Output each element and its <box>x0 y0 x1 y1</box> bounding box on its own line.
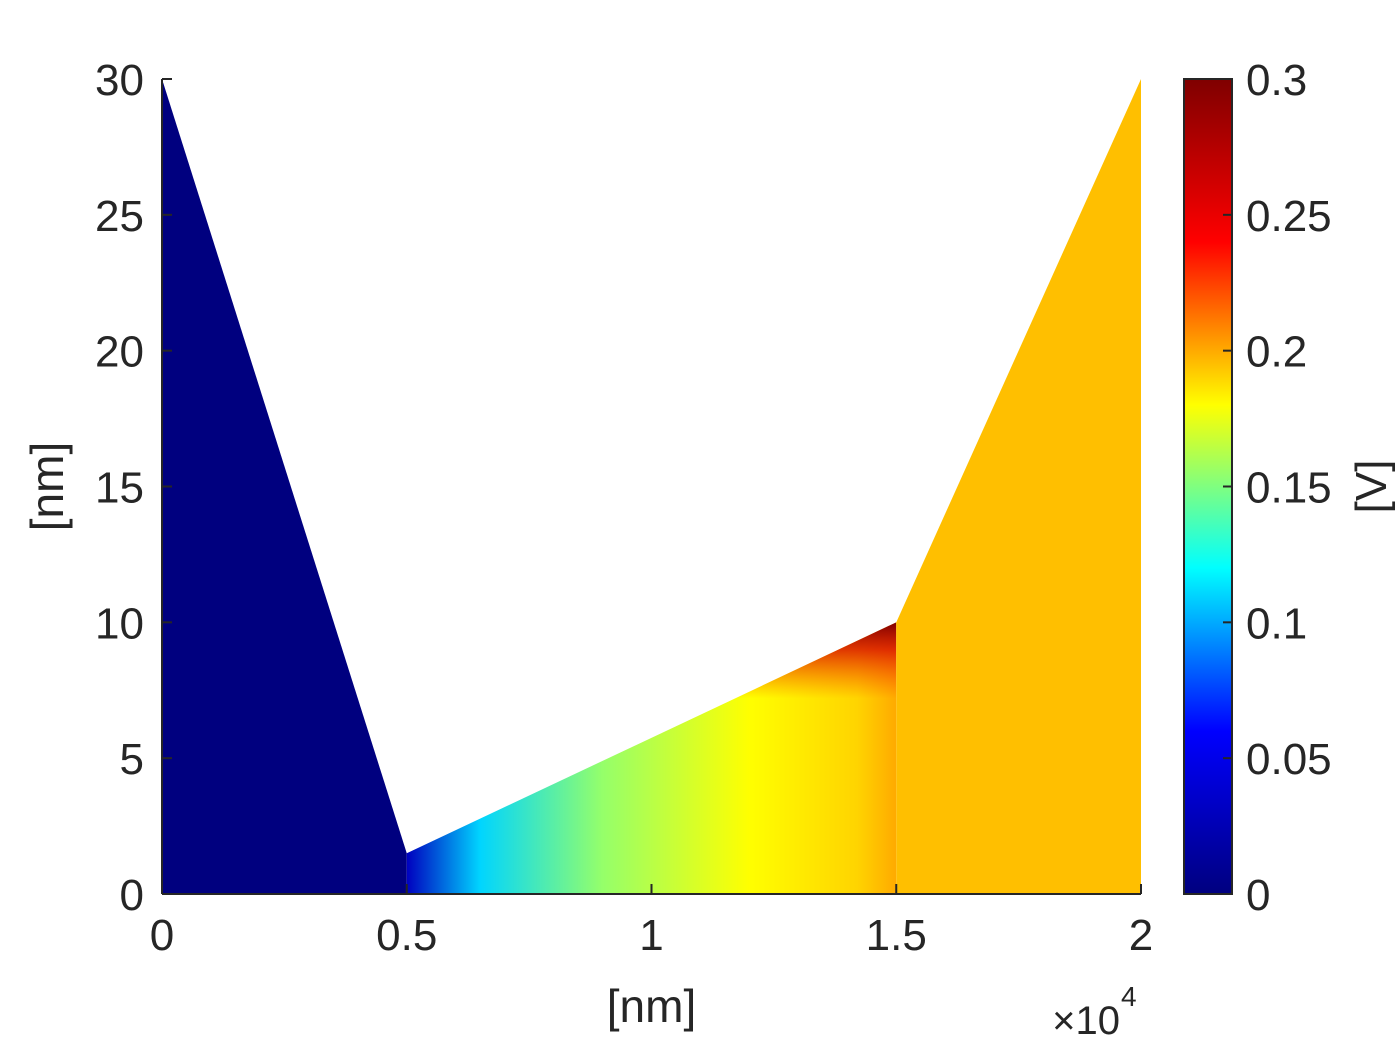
colorbar-ticks: 0 0.05 0.1 0.15 0.2 0.25 0.3 <box>1223 56 1332 920</box>
x-axis-multiplier: ×10 <box>1052 999 1120 1043</box>
colorbar-tick-label: 0.3 <box>1246 56 1307 105</box>
y-tick-label: 0 <box>120 871 144 920</box>
colorbar-tick-label: 0 <box>1246 871 1270 920</box>
colorbar-tick-label: 0.05 <box>1246 735 1332 784</box>
y-tick-label: 15 <box>95 464 144 513</box>
y-tick-label: 25 <box>95 192 144 241</box>
x-tick-label: 1.5 <box>866 911 927 960</box>
colorbar-tick-label: 0.15 <box>1246 464 1332 513</box>
x-tick-label: 2 <box>1129 911 1153 960</box>
y-axis-ticks: 0 5 10 15 20 25 30 <box>95 56 172 920</box>
y-axis-label: [nm] <box>21 442 73 531</box>
colorbar-tick-label: 0.25 <box>1246 192 1332 241</box>
region-middle-edge-shading <box>578 622 897 894</box>
colorbar: 0 0.05 0.1 0.15 0.2 0.25 0.3 [V] <box>1183 56 1396 920</box>
colorbar-label: [V] <box>1347 460 1396 514</box>
domain-regions <box>162 79 1141 894</box>
x-axis-multiplier-exponent: 4 <box>1121 981 1137 1012</box>
colorbar-tick-label: 0.1 <box>1246 599 1307 648</box>
y-tick-label: 30 <box>95 56 144 105</box>
x-tick-label: 1 <box>639 911 663 960</box>
y-tick-label: 5 <box>120 735 144 784</box>
x-tick-label: 0.5 <box>376 911 437 960</box>
region-right <box>896 79 1141 894</box>
colorbar-tick-label: 0.2 <box>1246 328 1307 377</box>
y-tick-label: 10 <box>95 599 144 648</box>
y-tick-label: 20 <box>95 328 144 377</box>
x-tick-label: 0 <box>150 911 174 960</box>
x-axis-ticks: 0 0.5 1 1.5 2 <box>150 884 1153 960</box>
region-left <box>162 79 407 894</box>
x-multiplier-base: ×10 <box>1052 999 1120 1043</box>
x-axis-label: [nm] <box>607 980 696 1032</box>
